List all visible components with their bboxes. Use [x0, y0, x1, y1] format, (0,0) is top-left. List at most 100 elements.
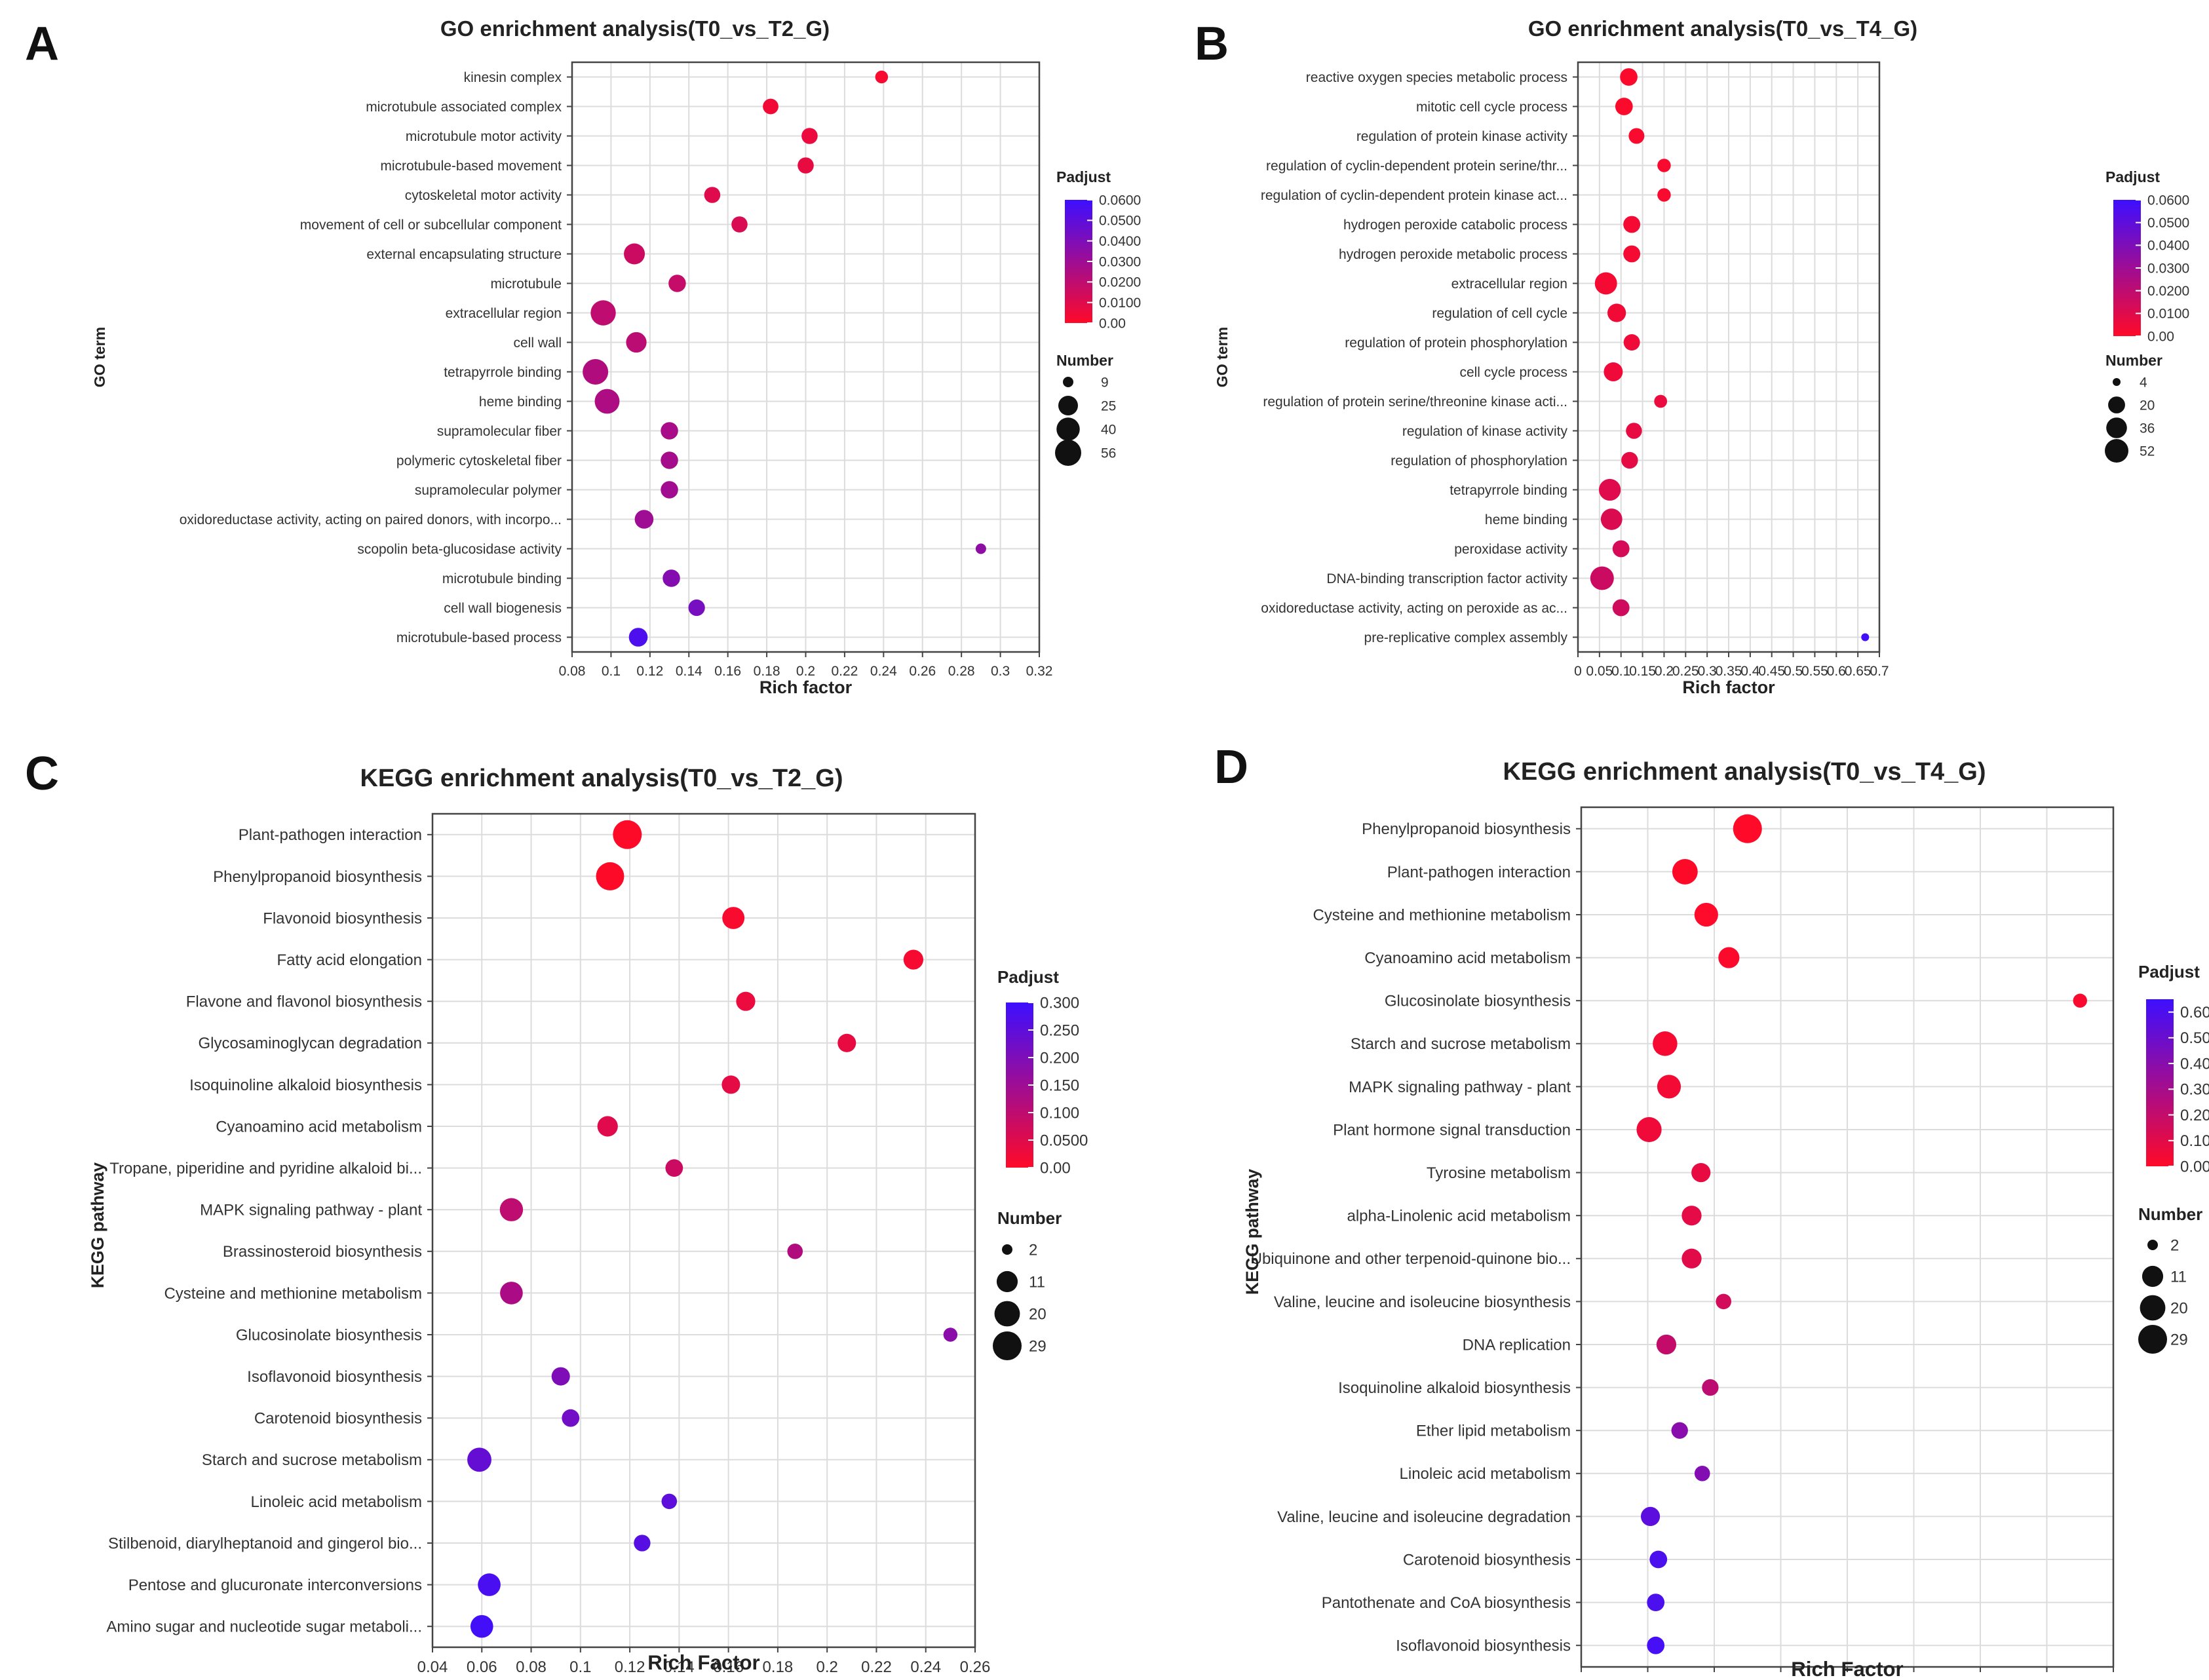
x-tick-label: 0.4 — [1740, 664, 1760, 679]
y-axis-label: GO term — [91, 327, 108, 387]
category-label: MAPK signaling pathway - plant — [1349, 1079, 1571, 1096]
number-legend-title: Number — [997, 1208, 1062, 1228]
data-point — [1694, 1465, 1710, 1481]
data-point — [1590, 566, 1614, 590]
category-label: Tropane, piperidine and pyridine alkaloi… — [109, 1160, 422, 1177]
size-legend-dot — [2142, 1265, 2164, 1288]
colorbar-tick-label: 0.0200 — [1099, 275, 1141, 290]
colorbar-tick-label: 0.0500 — [1040, 1132, 1088, 1149]
category-label: heme binding — [1485, 512, 1567, 527]
category-label: supramolecular fiber — [437, 424, 562, 439]
data-point — [1600, 508, 1623, 530]
data-point — [1598, 478, 1621, 501]
category-label: Flavonoid biosynthesis — [263, 909, 422, 927]
size-legend-dot — [994, 1301, 1020, 1327]
category-label: Flavone and flavonol biosynthesis — [186, 993, 422, 1011]
data-point — [875, 70, 889, 84]
size-legend-dot — [2138, 1325, 2167, 1354]
data-point — [590, 300, 616, 326]
category-label: tetrapyrrole binding — [444, 365, 562, 380]
plot-frame — [431, 812, 976, 1649]
x-tick-label: 0.18 — [754, 664, 780, 679]
colorbar-tick-label: 0.250 — [1040, 1021, 1079, 1039]
colorbar-tick-label: 0.00 — [2147, 329, 2174, 344]
x-axis-label: Rich Factor — [1791, 1658, 1903, 1680]
category-label: Linoleic acid metabolism — [251, 1493, 422, 1511]
data-point — [1623, 334, 1640, 351]
number-legend-title: Number — [2105, 352, 2162, 369]
x-tick-label: 0.2 — [1655, 664, 1674, 679]
colorbar-tick-label: 0.500 — [2180, 1029, 2209, 1047]
x-tick-label: 0.04 — [417, 1658, 448, 1676]
x-tick-label: 0.22 — [861, 1658, 892, 1676]
data-point — [801, 128, 818, 144]
data-point — [551, 1367, 570, 1386]
x-tick-label: 0.05 — [1586, 664, 1613, 679]
category-label: regulation of cyclin-dependent protein k… — [1261, 188, 1567, 203]
x-tick-label: 0 — [1577, 1678, 1585, 1680]
category-label: pre-replicative complex assembly — [1364, 630, 1568, 645]
data-point — [663, 569, 680, 587]
category-label: polymeric cytoskeletal fiber — [396, 453, 562, 468]
data-point — [626, 332, 647, 353]
x-tick-label: 0.4 — [2102, 1678, 2124, 1680]
category-label: cell wall — [513, 335, 562, 351]
data-point — [661, 1493, 678, 1510]
x-tick-label: 0.3 — [1698, 664, 1717, 679]
category-label: microtubule associated complex — [366, 100, 562, 115]
category-label: Glucosinolate biosynthesis — [1385, 993, 1571, 1010]
category-label: Tyrosine metabolism — [1427, 1164, 1571, 1182]
x-tick-label: 0.65 — [1845, 664, 1872, 679]
chart-title-a: GO enrichment analysis(T0_vs_T2_G) — [440, 16, 830, 41]
size-legend-label: 29 — [1029, 1337, 1047, 1355]
category-label: microtubule-based movement — [380, 159, 562, 174]
panel-letter-a: A — [25, 18, 59, 70]
data-point — [583, 359, 609, 385]
padjust-legend-title: Padjust — [1056, 168, 1111, 185]
size-legend-dot — [2113, 378, 2121, 386]
category-label: regulation of protein kinase activity — [1356, 129, 1568, 144]
data-point — [1612, 599, 1630, 617]
data-point — [1626, 423, 1642, 439]
data-point — [1657, 188, 1671, 202]
category-label: Isoflavonoid biosynthesis — [1396, 1637, 1571, 1655]
data-point — [634, 510, 654, 529]
x-tick-label: 0.15 — [1765, 1678, 1796, 1680]
data-point — [1718, 947, 1740, 968]
data-point — [1656, 1334, 1677, 1355]
category-label: reactive oxygen species metabolic proces… — [1306, 70, 1567, 85]
size-legend-label: 20 — [2170, 1299, 2188, 1317]
category-label: hydrogen peroxide metabolic process — [1339, 247, 1567, 262]
category-label: regulation of kinase activity — [1402, 424, 1568, 439]
x-tick-label: 0.08 — [559, 664, 586, 679]
size-legend-label: 29 — [2170, 1331, 2188, 1348]
size-legend-label: 9 — [1101, 375, 1109, 390]
colorbar-tick-label: 0.0400 — [1099, 234, 1141, 249]
x-tick-label: 0.08 — [516, 1658, 547, 1676]
category-label: DNA-binding transcription factor activit… — [1326, 571, 1567, 586]
data-point — [596, 862, 624, 890]
category-label: Amino sugar and nucleotide sugar metabol… — [106, 1618, 422, 1636]
x-tick-label: 0.12 — [636, 664, 663, 679]
colorbar-tick-label: 0.0100 — [1099, 296, 1141, 311]
data-point — [562, 1409, 580, 1427]
colorbar-tick-label: 0.0600 — [2147, 193, 2189, 208]
x-tick-label: 0.1 — [569, 1658, 591, 1676]
x-tick-label: 0.1 — [1611, 664, 1630, 679]
size-legend-label: 11 — [2170, 1268, 2187, 1286]
plot-frame — [1580, 806, 2115, 1668]
size-legend-label: 52 — [2140, 444, 2155, 459]
data-point — [1657, 159, 1671, 172]
category-label: regulation of cell cycle — [1432, 306, 1567, 321]
x-tick-label: 0.32 — [1026, 664, 1053, 679]
data-point — [1604, 362, 1623, 381]
data-point — [613, 820, 642, 849]
size-legend-dot — [1002, 1244, 1012, 1255]
x-tick-label: 0.06 — [467, 1658, 497, 1676]
category-label: heme binding — [479, 394, 562, 410]
x-axis-label: Rich Factor — [647, 1651, 759, 1674]
chart-title-b: GO enrichment analysis(T0_vs_T4_G) — [1528, 16, 1917, 41]
x-tick-label: 0.35 — [1716, 664, 1742, 679]
data-point — [1623, 216, 1641, 233]
x-tick-label: 0.6 — [1827, 664, 1846, 679]
